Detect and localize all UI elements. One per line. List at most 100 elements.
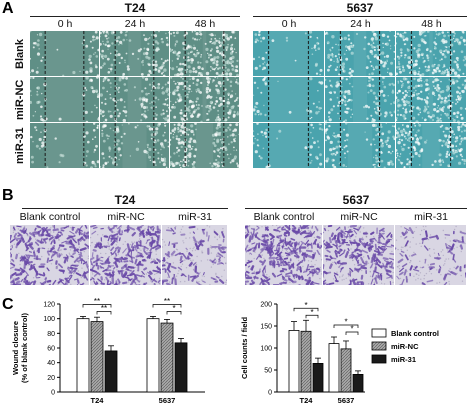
legend-swatch (371, 354, 387, 364)
bar-blank-control-5637 (328, 343, 340, 393)
y-tick-label: 150 (260, 324, 272, 331)
x-tick-label: 5637 (159, 396, 176, 405)
bar-mir-nc-5637 (340, 348, 352, 393)
significance-bracket (82, 304, 112, 308)
bar-blank-control-t24 (76, 318, 90, 393)
significance-bracket (96, 311, 112, 315)
panel-a-label: A (2, 0, 14, 17)
panel-a-image-5637-mir31-48h (396, 123, 466, 168)
panel-c-legend: Blank control miR-NC miR-31 (371, 328, 439, 364)
panel-a-image-5637-blank-0h (253, 31, 324, 76)
panel-b-header-5637: 5637 (342, 193, 370, 207)
panel-a-image-t24-mirnc-0h (30, 77, 99, 122)
panel-b-underline-5637 (245, 208, 467, 209)
bar-mir-31-t24 (312, 363, 324, 393)
panel-b-cond-5637-mir31: miR-31 (414, 211, 448, 223)
panel-a-image-5637-mirnc-48h (396, 77, 466, 122)
panel-a-image-t24-blank-48h (170, 31, 239, 76)
panel-b-underline-t24 (22, 208, 228, 209)
panel-c-chart-1: 0 20 40 60 80 100 120 Wound closure(% of blank … (11, 297, 205, 405)
panel-a-time-5637-24h: 24 h (350, 18, 371, 30)
panel-b-cond-t24-mir31: miR-31 (178, 211, 212, 223)
panel-a-row-label-mir31: miR-31 (14, 127, 26, 165)
panel-b-image-5637-mirnc (323, 225, 394, 285)
panel-a-header-t24: T24 (124, 1, 146, 15)
y-tick-label: 100 (43, 316, 55, 323)
bar-blank-control-t24 (288, 330, 300, 393)
significance-label: * (304, 301, 307, 310)
bar-mir-31-t24 (104, 350, 118, 393)
y-tick-label: 120 (43, 302, 55, 309)
panel-a-row-label-mirnc: miR-NC (14, 79, 26, 121)
panel-a-time-t24-48h: 48 h (194, 18, 216, 30)
panel-a-image-t24-mir31-48h (170, 123, 239, 168)
bar-mir-nc-t24 (300, 330, 312, 393)
panel-b-label: B (2, 187, 14, 204)
significance-bracket (305, 314, 319, 319)
panel-a-row-label-blank: Blank (14, 39, 26, 69)
y-tick-label: 0 (268, 390, 272, 397)
significance-label: ** (101, 304, 107, 313)
y-tick-label: 60 (47, 346, 55, 353)
panel-b-image-t24-mirnc (90, 225, 161, 285)
significance-label: * (172, 304, 175, 313)
legend-label: miR-31 (391, 355, 416, 364)
significance-bracket (166, 311, 182, 315)
panel-a-image-5637-blank-48h (396, 31, 466, 76)
legend-label: miR-NC (391, 342, 419, 351)
y-tick-label: 200 (260, 302, 272, 309)
panel-a-time-5637-48h: 48 h (421, 18, 442, 30)
panel-a-time-t24-0h: 0 h (57, 18, 73, 30)
panel-a-underline-5637 (253, 16, 467, 17)
bar-mir-31-5637 (174, 342, 188, 393)
panel-a-time-5637-0h: 0 h (281, 18, 297, 30)
bar-mir-nc-t24 (90, 321, 104, 393)
bar-blank-control-5637 (146, 318, 160, 393)
x-tick-label: 5637 (338, 396, 355, 405)
y-tick-label: 20 (47, 375, 55, 382)
panel-a-image-t24-mirnc-24h (100, 77, 169, 122)
y-tick-label: 0 (51, 390, 55, 397)
panel-a-image-5637-blank-24h (325, 31, 395, 76)
legend-swatch (371, 328, 387, 338)
x-tick-label: T24 (300, 396, 314, 405)
y-axis-label: Wound closure(% of blank control) (11, 313, 29, 384)
panel-a-image-5637-mir31-24h (325, 123, 395, 168)
x-tick-label: T24 (91, 396, 105, 405)
significance-label: * (344, 318, 347, 327)
panel-b-image-t24-mir31 (162, 225, 227, 285)
y-tick-label: 100 (260, 346, 272, 353)
panel-c-charts: 0 20 40 60 80 100 120 Wound closure(% of blank … (11, 297, 439, 405)
legend-label: Blank control (391, 329, 439, 338)
panel-b-image-5637-mir31 (395, 225, 466, 285)
panel-b-header-t24: T24 (114, 193, 136, 207)
bar-mir-nc-5637 (160, 322, 174, 393)
significance-label: * (350, 325, 353, 334)
y-tick-label: 50 (264, 368, 272, 375)
panel-c-label: C (2, 296, 14, 313)
panel-b-cond-5637-mirnc: miR-NC (340, 211, 378, 223)
significance-label: ** (164, 297, 170, 306)
panel-b-image-t24-blank (10, 225, 89, 285)
significance-label: ** (94, 297, 100, 306)
panel-a-time-t24-24h: 24 h (124, 18, 146, 30)
panel-a-image-t24-mirnc-48h (170, 77, 239, 122)
panel-a-image-t24-mir31-0h (30, 123, 99, 168)
significance-bracket (345, 331, 359, 335)
bar-mir-31-5637 (352, 374, 364, 393)
panel-a-image-5637-mir31-0h (253, 123, 324, 168)
panel-b-image-5637-blank (245, 225, 322, 285)
legend-swatch (371, 341, 387, 351)
panel-b-cond-t24-mirnc: miR-NC (107, 211, 145, 223)
panel-a-image-t24-mir31-24h (100, 123, 169, 168)
panel-b-cond-t24-blank: Blank control (19, 211, 81, 223)
panel-a-image-5637-mirnc-0h (253, 77, 324, 122)
significance-label: * (310, 308, 313, 317)
y-axis-label: Cell counts / field (240, 317, 249, 380)
significance-bracket (152, 304, 182, 308)
panel-a-header-5637: 5637 (346, 1, 374, 15)
panel-a-image-t24-blank-24h (100, 31, 169, 76)
y-tick-label: 40 (47, 360, 55, 367)
panel-b-cond-5637-blank: Blank control (253, 211, 315, 223)
